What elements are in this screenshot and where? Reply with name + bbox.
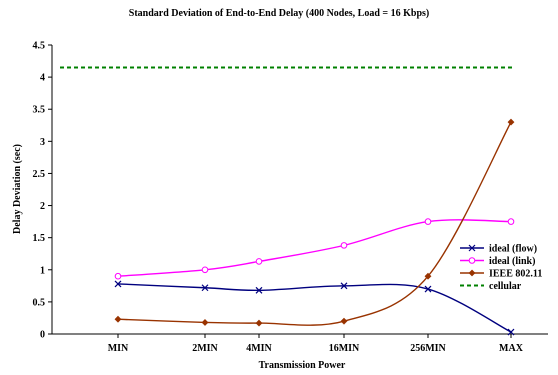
chart-title: Standard Deviation of End-to-End Delay (… xyxy=(129,8,429,19)
marker-stroke xyxy=(340,282,348,290)
marker-stroke xyxy=(201,284,209,292)
legend-marker xyxy=(468,269,476,277)
y-tick-label: 2 xyxy=(40,201,45,212)
data-point xyxy=(255,286,263,294)
y-tick-label: 0.5 xyxy=(33,297,46,308)
data-point xyxy=(340,282,348,290)
y-tick-label: 1.5 xyxy=(33,233,46,244)
series-line xyxy=(117,283,512,333)
data-point xyxy=(114,272,122,280)
legend-marker xyxy=(468,257,476,264)
data-point xyxy=(201,319,209,326)
data-point xyxy=(255,258,263,265)
data-point xyxy=(424,285,432,293)
data-point xyxy=(340,317,348,325)
y-tick-label: 4.5 xyxy=(33,41,46,52)
y-tick-label: 0 xyxy=(40,330,45,341)
y-axis-label: Delay Deviation (sec) xyxy=(12,144,23,234)
x-axis-label: Transmission Power xyxy=(259,360,346,371)
x-tick-label: MIN xyxy=(108,343,129,354)
legend-label: cellular xyxy=(489,281,522,292)
series-ieee-802-11 xyxy=(114,118,515,327)
y-tick-label: 2.5 xyxy=(33,169,46,180)
marker-stroke xyxy=(507,328,515,336)
series-line xyxy=(117,121,512,326)
data-point xyxy=(340,242,348,249)
marker-stroke xyxy=(424,285,432,293)
data-point xyxy=(201,266,209,274)
legend-marker xyxy=(468,244,476,252)
marker-stroke xyxy=(114,280,122,288)
x-tick-label: 2MIN xyxy=(192,343,218,354)
legend-item: IEEE 802.11 xyxy=(460,269,542,280)
series-ideal-flow xyxy=(114,280,515,336)
legend-item: cellular xyxy=(460,281,522,292)
y-tick-label: 4 xyxy=(40,73,45,84)
y-tick-label: 3 xyxy=(40,137,45,148)
y-tick-label: 1 xyxy=(40,265,45,276)
series-line xyxy=(117,219,512,277)
data-point xyxy=(114,315,122,323)
data-point xyxy=(424,218,432,225)
legend-label: ideal (flow) xyxy=(489,244,537,255)
marker-stroke xyxy=(468,244,476,252)
legend: ideal (flow)ideal (link) IEEE 802.11cellu… xyxy=(460,244,542,292)
data-point xyxy=(507,218,515,225)
legend-item: ideal (flow) xyxy=(460,244,537,255)
x-tick-label: 256MIN xyxy=(410,343,446,354)
data-point xyxy=(507,118,515,126)
x-tick-label: 4MIN xyxy=(246,343,272,354)
x-tick-label: MAX xyxy=(499,343,524,354)
data-point xyxy=(507,328,515,336)
legend-item: ideal (link) xyxy=(460,256,535,267)
plot-area: 0 0.5 1 1.5 2 2.5 3 3.5 4 4.5 MIN 2MIN 4MIN 16MIN 256M… xyxy=(33,41,548,354)
data-point xyxy=(201,284,209,292)
legend-label: ideal (link) xyxy=(489,256,535,267)
y-tick-label: 3.5 xyxy=(33,105,46,116)
x-tick-label: 16MIN xyxy=(329,343,360,354)
marker-stroke xyxy=(255,286,263,294)
legend-label: IEEE 802.11 xyxy=(489,269,542,280)
series-ideal-link xyxy=(114,218,515,280)
data-point xyxy=(424,272,432,280)
data-point xyxy=(255,319,263,327)
data-point xyxy=(114,280,122,288)
